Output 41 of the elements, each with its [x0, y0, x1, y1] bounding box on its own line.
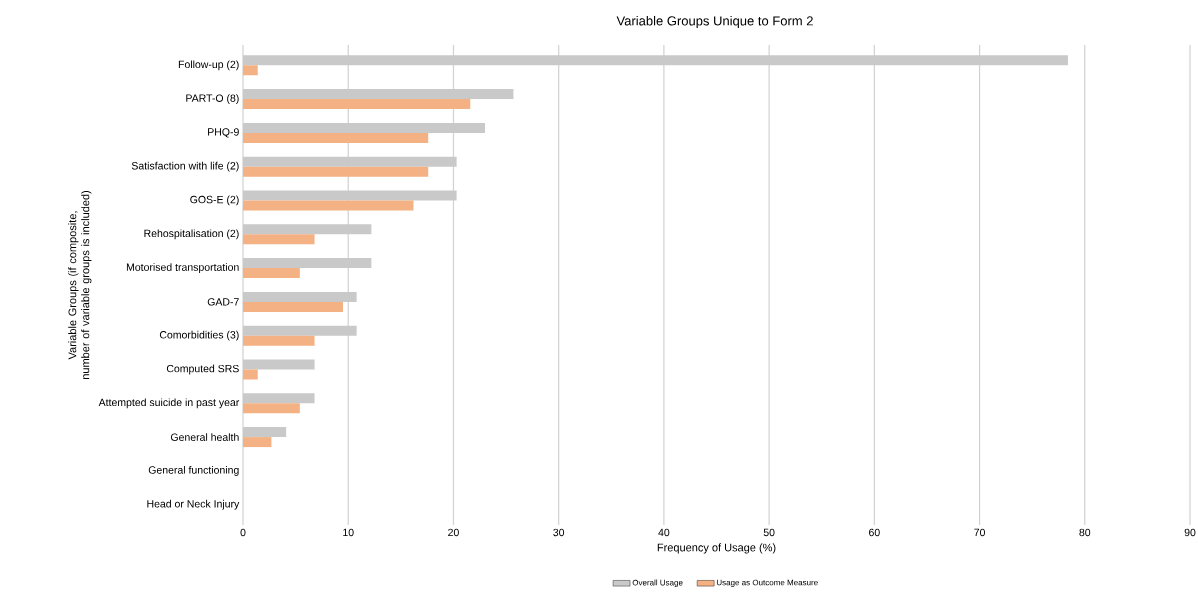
y-tick-label: Motorised transportation [126, 263, 239, 273]
chart-title: Variable Groups Unique to Form 2 [616, 15, 813, 29]
bar [243, 99, 471, 110]
x-tick-label: 60 [869, 528, 880, 537]
y-tick-label: Attempted suicide in past year [98, 398, 240, 409]
bar [243, 335, 315, 346]
x-tick-label: 80 [1079, 528, 1091, 537]
bar [243, 200, 414, 211]
bar [243, 65, 258, 76]
x-axis-title: Frequency of Usage (%) [657, 543, 776, 554]
y-tick-label: Follow-up (2) [178, 60, 239, 71]
x-tick-label: 20 [448, 528, 459, 537]
bar [243, 166, 429, 177]
y-tick-label: Rehospitalisation (2) [144, 229, 239, 240]
y-tick-label: GAD-7 [207, 298, 239, 306]
y-tick-label: Head or Neck Injury [147, 499, 240, 510]
y-tick-label: General functioning [148, 466, 239, 476]
y-axis-title: Variable Groups (if composite, number of variable groups is included) [68, 190, 92, 380]
bar [243, 301, 343, 312]
bar [243, 132, 429, 143]
y-tick-label: PHQ-9 [208, 128, 239, 138]
x-tick-label: 40 [658, 528, 670, 537]
bar [243, 234, 315, 245]
bar [243, 268, 300, 279]
y-tick-label: Computed SRS [166, 364, 239, 375]
y-tick-label: Satisfaction with life (2) [131, 161, 239, 172]
y-tick-label: Comorbidities (3) [159, 330, 239, 341]
y-tick-label: PART-O (8) [186, 94, 239, 104]
x-tick-label: 70 [974, 528, 985, 537]
x-tick-label: 10 [343, 528, 354, 537]
bar [243, 437, 272, 448]
legend-label: Overall Usage [632, 579, 683, 588]
x-tick-label: 0 [240, 528, 246, 537]
x-tick-label: 90 [1184, 528, 1196, 537]
x-tick-label: 50 [763, 528, 775, 537]
bar [243, 403, 300, 414]
y-tick-label: General health [170, 433, 239, 441]
bar [243, 369, 258, 380]
y-tick-label: GOS-E (2) [190, 195, 239, 206]
x-tick-label: 30 [553, 528, 565, 537]
legend-label: Usage as Outcome Measure [716, 579, 818, 587]
